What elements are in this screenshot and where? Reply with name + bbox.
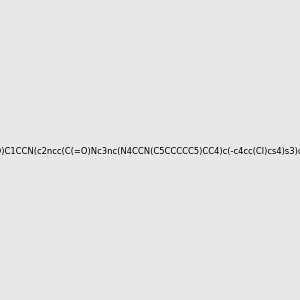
Text: COC(=O)C1CCN(c2ncc(C(=O)Nc3nc(N4CCN(C5CCCCC5)CC4)c(-c4cc(Cl)cs4)s3)cc2Cl)CC1: COC(=O)C1CCN(c2ncc(C(=O)Nc3nc(N4CCN(C5CC… [0, 147, 300, 156]
